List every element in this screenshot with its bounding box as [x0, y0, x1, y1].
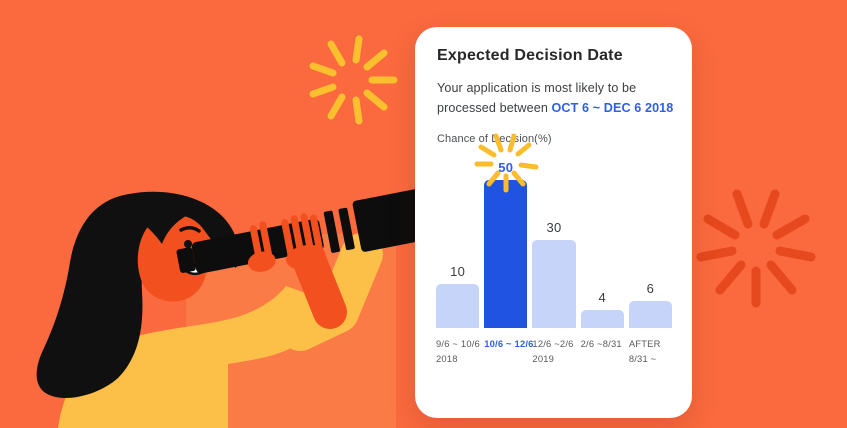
- bars-container: 10 50: [436, 133, 673, 328]
- starburst-red-icon: [696, 189, 816, 308]
- front-hair: [146, 209, 194, 244]
- bar-group: 50: [474, 133, 539, 328]
- bar-value-label: 30: [546, 220, 562, 235]
- bar: [580, 310, 624, 328]
- x-axis-label: 12/6 ~2/6 2019: [532, 338, 574, 364]
- x-axis-labels: 9/6 ~ 10/6 2018 10/6 ~ 12/6 12/6 ~2/6 2019 2/…: [436, 337, 672, 366]
- subtitle-line2: processed between OCT 6 ~ DEC 6 2018: [437, 98, 673, 118]
- x-axis-label: 9/6 ~ 10/6 2018: [436, 338, 480, 364]
- bar-value-label: 50: [498, 160, 514, 175]
- card-title: Expected Decision Date: [437, 47, 623, 64]
- eyebrow: [179, 226, 201, 233]
- bar: [484, 180, 528, 328]
- bar-value-label: 4: [598, 290, 606, 305]
- eye: [184, 240, 192, 248]
- x-axis-label: AFTER 8/31 ~: [628, 338, 661, 364]
- decision-chart: 10 50: [436, 133, 673, 366]
- bar-value-label: 6: [646, 281, 655, 296]
- bar-group: 10: [436, 264, 480, 328]
- woman-body: [58, 286, 330, 428]
- x-axis-label: 10/6 ~ 12/6: [484, 338, 534, 349]
- bar: [532, 240, 576, 328]
- bar: [436, 284, 480, 328]
- bar: [628, 301, 673, 328]
- hand: [286, 244, 326, 270]
- decision-date-card: Expected Decision Date Your application …: [415, 27, 692, 418]
- bar-group: 30: [532, 220, 576, 328]
- fingers: [249, 213, 323, 260]
- starburst-highlight-icon: [474, 133, 539, 193]
- starburst-yellow-icon: [309, 35, 398, 125]
- bar-value-label: 10: [450, 264, 466, 279]
- bar-group: 6: [628, 281, 673, 328]
- x-axis-label: 2/6 ~8/31: [580, 338, 622, 349]
- card-subtitle: Your application is most likely to be pr…: [437, 78, 673, 118]
- subtitle-line2-prefix: processed between: [437, 101, 552, 116]
- axis-caption: Chance of Decision(%): [437, 133, 552, 146]
- subtitle-line1: Your application is most likely to be: [437, 81, 637, 95]
- hair: [36, 191, 239, 398]
- date-range-highlight: OCT 6 ~ DEC 6 2018: [551, 101, 674, 116]
- bar-group: 4: [580, 290, 624, 328]
